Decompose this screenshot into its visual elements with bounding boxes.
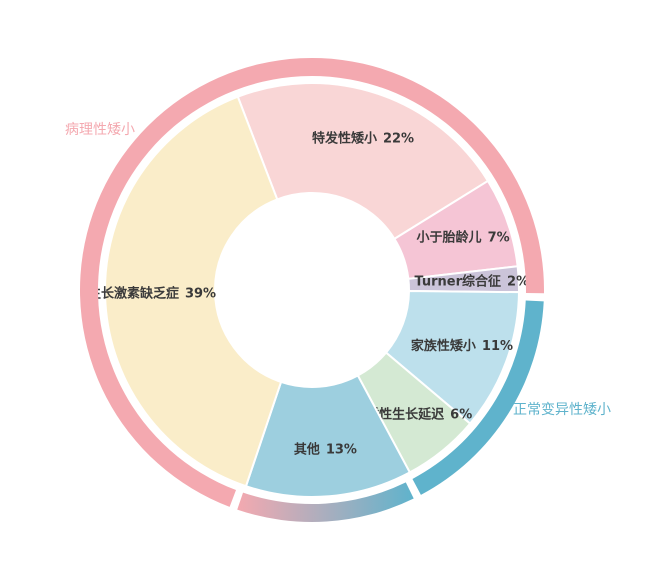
segment-label: 生长激素缺乏症 39% [88, 285, 216, 301]
segment-label: 小于胎龄儿 7% [417, 229, 510, 245]
value-label: 11% [482, 338, 513, 353]
group-label: 正常变异性矮小 [513, 402, 611, 418]
category-name: 特发性矮小 [312, 130, 377, 146]
category-name: 家族性矮小 [411, 337, 476, 353]
outer-segment [237, 482, 414, 523]
value-label: 6% [450, 407, 472, 422]
value-label: 2% [507, 274, 529, 289]
inner-segment [104, 95, 283, 488]
value-label: 39% [185, 286, 216, 301]
category-name: Turner综合征 [414, 273, 501, 289]
outer-segment [412, 300, 544, 495]
value-label: 13% [326, 442, 357, 457]
category-name: 小于胎龄儿 [417, 229, 482, 245]
value-label: 7% [488, 230, 510, 245]
value-label: 22% [383, 131, 414, 146]
category-name: 其他 [294, 441, 320, 457]
segment-label: Turner综合征 2% [414, 273, 529, 289]
inner-segment [236, 82, 490, 241]
category-name: 生长激素缺乏症 [88, 285, 179, 301]
inner-segment [244, 374, 412, 498]
segment-label: 其他 13% [294, 441, 357, 457]
segment-label: 特发性矮小 22% [312, 130, 414, 146]
group-label: 病理性矮小 [65, 122, 135, 138]
segment-label: 家族性矮小 11% [411, 337, 513, 353]
